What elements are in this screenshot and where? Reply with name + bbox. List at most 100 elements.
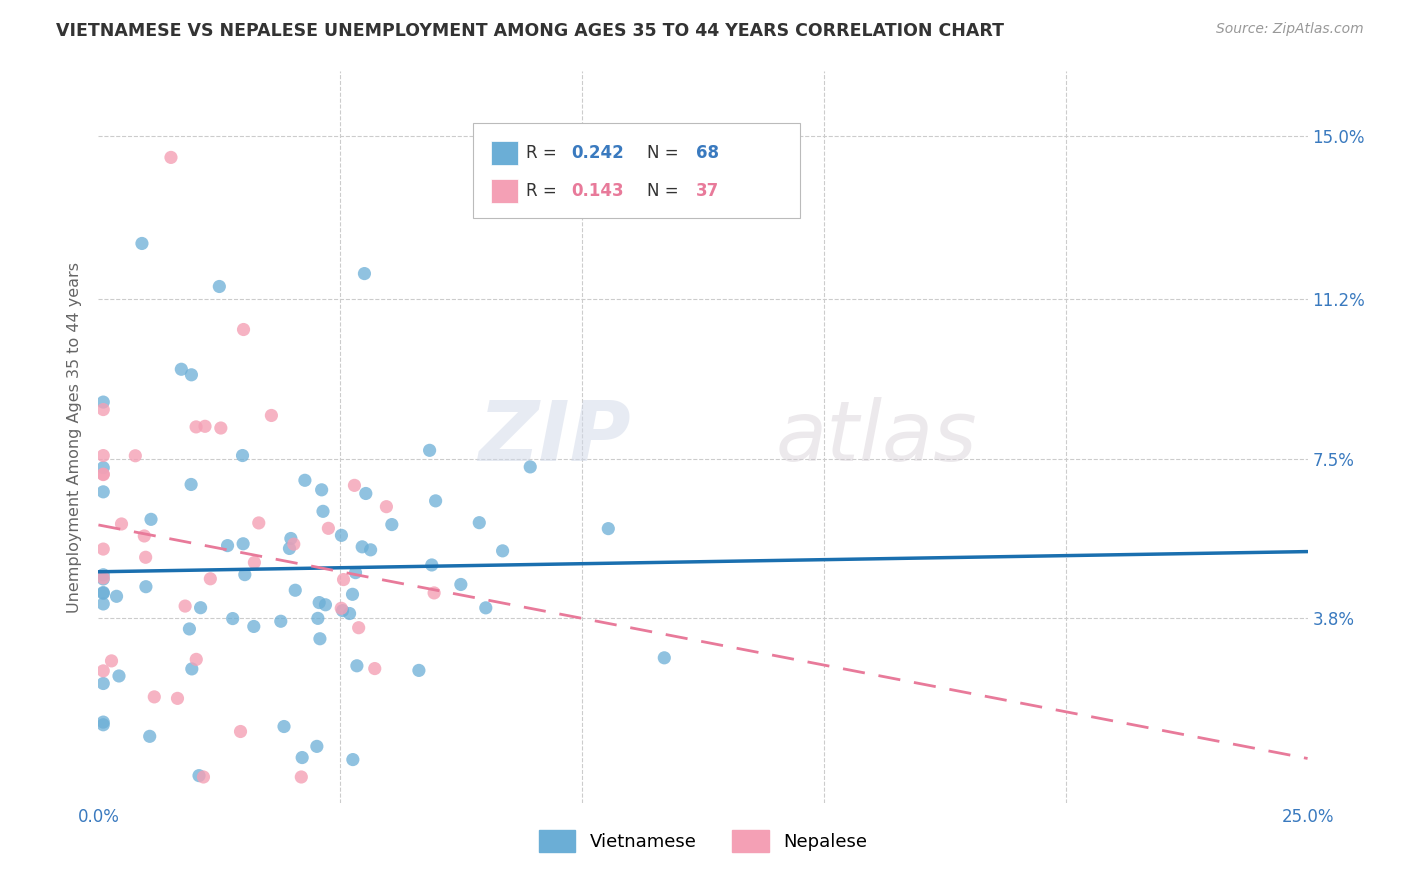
Point (174, 599, 197, 613)
Point (342, 587, 364, 601)
Legend: Vietnamese, Nepalese: Vietnamese, Nepalese (531, 823, 875, 860)
Point (193, 770, 215, 784)
FancyBboxPatch shape (474, 122, 800, 218)
Point (332, 573, 354, 587)
Point (232, 537, 254, 551)
Point (170, 362, 193, 376)
Point (347, 621, 370, 635)
Point (184, 420, 207, 434)
Text: N =: N = (647, 182, 685, 200)
Point (160, 150, 183, 164)
Text: VIETNAMESE VS NEPALESE UNEMPLOYMENT AMONG AGES 35 TO 44 YEARS CORRELATION CHART: VIETNAMESE VS NEPALESE UNEMPLOYMENT AMON… (56, 22, 1004, 40)
Point (91, 467, 114, 482)
Point (91, 715, 114, 730)
Text: 68: 68 (696, 144, 718, 162)
Point (420, 558, 443, 572)
Text: N =: N = (647, 144, 685, 162)
Point (247, 516, 270, 530)
Point (519, 459, 541, 474)
Point (91, 571, 114, 585)
Point (346, 658, 368, 673)
Point (91, 585, 114, 599)
Point (91, 542, 114, 557)
Point (475, 600, 498, 615)
Text: 0.143: 0.143 (571, 182, 624, 200)
Point (108, 669, 131, 683)
Point (91, 586, 114, 600)
Text: R =: R = (526, 182, 562, 200)
Point (339, 607, 361, 621)
Point (134, 529, 156, 543)
Point (138, 729, 160, 743)
Point (360, 542, 382, 557)
Point (135, 550, 157, 565)
Point (91, 460, 114, 475)
Text: Source: ZipAtlas.com: Source: ZipAtlas.com (1216, 22, 1364, 37)
Point (342, 753, 364, 767)
Point (305, 739, 328, 754)
Point (124, 449, 146, 463)
Bar (492, 179, 519, 202)
Point (180, 662, 202, 676)
Point (598, 522, 620, 536)
Point (283, 537, 305, 551)
Text: ZIP: ZIP (478, 397, 630, 477)
Point (190, 600, 212, 615)
Point (278, 541, 301, 556)
Point (91, 395, 114, 409)
Point (200, 572, 222, 586)
Point (332, 604, 354, 618)
Point (307, 611, 329, 625)
Point (330, 601, 353, 615)
Point (375, 500, 398, 514)
Point (110, 516, 132, 531)
Point (280, 532, 302, 546)
Y-axis label: Unemployment Among Ages 35 to 44 years: Unemployment Among Ages 35 to 44 years (67, 261, 83, 613)
Point (425, 494, 447, 508)
Point (330, 528, 353, 542)
Point (222, 611, 245, 625)
Point (233, 567, 256, 582)
Point (91, 567, 114, 582)
Point (91, 718, 114, 732)
Text: 0.242: 0.242 (571, 144, 624, 162)
Point (260, 409, 283, 423)
Point (105, 590, 128, 604)
Point (91, 676, 114, 690)
Point (318, 521, 340, 535)
Point (312, 504, 335, 518)
Point (91, 484, 114, 499)
Point (91, 597, 114, 611)
Point (166, 691, 188, 706)
Point (423, 586, 446, 600)
Point (353, 267, 375, 281)
Point (408, 664, 430, 678)
Point (229, 724, 252, 739)
Point (209, 421, 232, 435)
Point (100, 654, 122, 668)
Point (131, 236, 153, 251)
Point (208, 279, 231, 293)
Point (139, 512, 162, 526)
Point (291, 750, 314, 764)
Point (179, 622, 201, 636)
Point (231, 449, 253, 463)
Point (344, 566, 367, 580)
Point (290, 770, 312, 784)
Point (381, 517, 404, 532)
Point (180, 368, 202, 382)
Point (468, 516, 491, 530)
Point (243, 619, 266, 633)
Point (194, 419, 217, 434)
Point (294, 473, 316, 487)
Point (143, 690, 166, 704)
Point (450, 577, 472, 591)
Point (188, 769, 211, 783)
Point (491, 544, 513, 558)
Point (232, 322, 254, 336)
Point (135, 580, 157, 594)
Text: 37: 37 (696, 182, 718, 200)
Point (273, 719, 295, 733)
Point (652, 650, 675, 665)
Point (284, 583, 307, 598)
